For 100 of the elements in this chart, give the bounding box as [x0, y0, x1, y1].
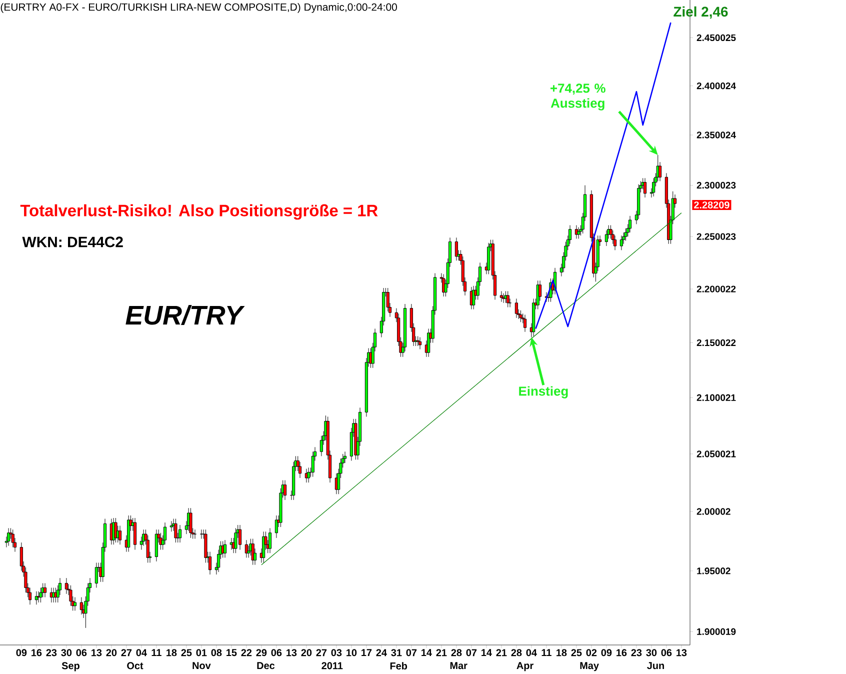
y-tick-label: 2.400024: [696, 82, 736, 90]
x-tick-label: 16: [32, 649, 42, 656]
x2-tick-label: 2011: [322, 662, 343, 670]
text: 2.28209: [694, 201, 730, 208]
x2-tick-label: Nov: [192, 662, 211, 670]
chart-title: (EURTRY A0-FX - EURO/TURKISH LIRA-NEW COMPOSITE,D) Dynamic,0:00-24:00: [0, 3, 397, 13]
x-tick-label: 13: [92, 649, 102, 656]
candlestick: [343, 451, 347, 464]
x2-tick-label: Jun: [647, 662, 664, 670]
x-tick-label: 21: [436, 649, 447, 656]
candlestick: [519, 310, 522, 322]
x-tick-label: 11: [542, 649, 552, 656]
candlestick: [620, 235, 623, 250]
annotation: +74,25 % Ausstieg: [550, 84, 606, 110]
x-tick-label: 11: [152, 649, 162, 656]
y-tick-label: 2.350024: [696, 132, 736, 138]
candlestick: [311, 451, 314, 478]
x2-tick-label: Apr: [516, 662, 534, 672]
candlestick: [643, 178, 647, 198]
x-tick-label: 09: [601, 649, 612, 656]
x-tick-label: 06: [271, 649, 282, 656]
x-tick-label: 02: [586, 649, 597, 656]
candlestick: [416, 336, 420, 346]
x-tick-label: 18: [556, 649, 567, 656]
candlestick: [43, 582, 47, 598]
x-tick-label: 06: [661, 649, 672, 656]
candlestick: [628, 216, 632, 233]
candlestick: [577, 227, 580, 239]
x-tick-label: 14: [482, 649, 492, 656]
x-tick-label: 15: [226, 649, 237, 656]
x-tick-label: 18: [166, 649, 177, 656]
annotation: Ziel 2,46: [674, 6, 728, 19]
x-tick-label: 25: [571, 649, 582, 656]
x2-tick-label: Dec: [257, 662, 275, 670]
candlestick: [504, 290, 508, 304]
candlestick: [244, 540, 248, 558]
candlestick: [223, 540, 227, 558]
candlestick: [193, 529, 197, 539]
x-tick-label: 08: [211, 649, 222, 656]
x-tick-label: 10: [346, 649, 357, 656]
candlestick: [7, 528, 10, 546]
candlestick: [114, 518, 118, 543]
y-tick-label: 2.300023: [696, 182, 736, 189]
x-tick-label: 17: [362, 649, 372, 656]
x-tick-label: 21: [496, 649, 507, 656]
x-tick-label: 27: [121, 649, 132, 656]
x-tick-label: 07: [406, 649, 417, 656]
y-tick-label: 2.200022: [696, 286, 736, 292]
x-tick-label: 27: [316, 649, 327, 656]
x-tick-label: 06: [76, 649, 87, 656]
candlestick: [523, 314, 527, 332]
candlestick: [11, 529, 14, 548]
candlestick: [487, 242, 490, 274]
x-tick-label: 20: [106, 649, 117, 656]
candlestick: [94, 562, 98, 588]
candlestick: [418, 337, 422, 350]
x-tick-label: 23: [631, 649, 642, 656]
candlestick: [133, 518, 137, 550]
x-tick-label: 22: [241, 649, 252, 656]
candlestick: [178, 524, 182, 543]
candlestick: [204, 529, 208, 563]
y-tick-label: 2.250023: [696, 233, 736, 240]
x-tick-label: 04: [136, 649, 147, 656]
candlestick: [28, 587, 32, 605]
x2-tick-label: Mar: [450, 662, 468, 670]
annotation: Einstieg: [519, 386, 568, 398]
x-tick-label: 01: [196, 649, 207, 656]
y-tick-label: 1.95002: [697, 568, 730, 574]
candlestick: [506, 290, 510, 308]
y-tick-label: 2.050021: [696, 450, 736, 458]
x-tick-label: 29: [256, 649, 267, 656]
candlestick: [251, 538, 254, 566]
candlestick: [174, 518, 178, 543]
x-tick-label: 25: [181, 649, 192, 656]
y-tick-label: 1.900019: [697, 628, 736, 635]
x-tick-label: 13: [286, 649, 297, 656]
annotation: WKN: DE44C2: [22, 236, 123, 248]
x-tick-label: 04: [526, 649, 537, 656]
y-tick-label: 2.150022: [696, 339, 736, 346]
candlestick: [238, 524, 242, 550]
x-tick-label: 03: [331, 649, 342, 656]
x-tick-label: 31: [391, 649, 402, 656]
candlestick: [189, 508, 192, 538]
x2-tick-label: Sep: [62, 662, 80, 672]
y-tick-label: 2.00002: [696, 508, 730, 515]
candlestick: [268, 528, 272, 554]
candlestick: [624, 228, 628, 241]
x2-tick-label: May: [580, 662, 599, 672]
x-tick-label: 23: [46, 649, 57, 656]
x-tick-label: 09: [16, 649, 27, 656]
x-tick-label: 24: [376, 649, 387, 656]
x-tick-label: 16: [616, 649, 627, 656]
x-tick-label: 07: [466, 649, 477, 656]
candlestick: [39, 587, 42, 603]
x-tick-label: 30: [646, 649, 657, 656]
y-tick-label: 2.450025: [696, 34, 736, 42]
x2-tick-label: Feb: [390, 662, 408, 670]
x-tick-label: 28: [451, 649, 462, 656]
candlestick: [69, 585, 72, 606]
x-tick-label: 20: [301, 649, 312, 656]
